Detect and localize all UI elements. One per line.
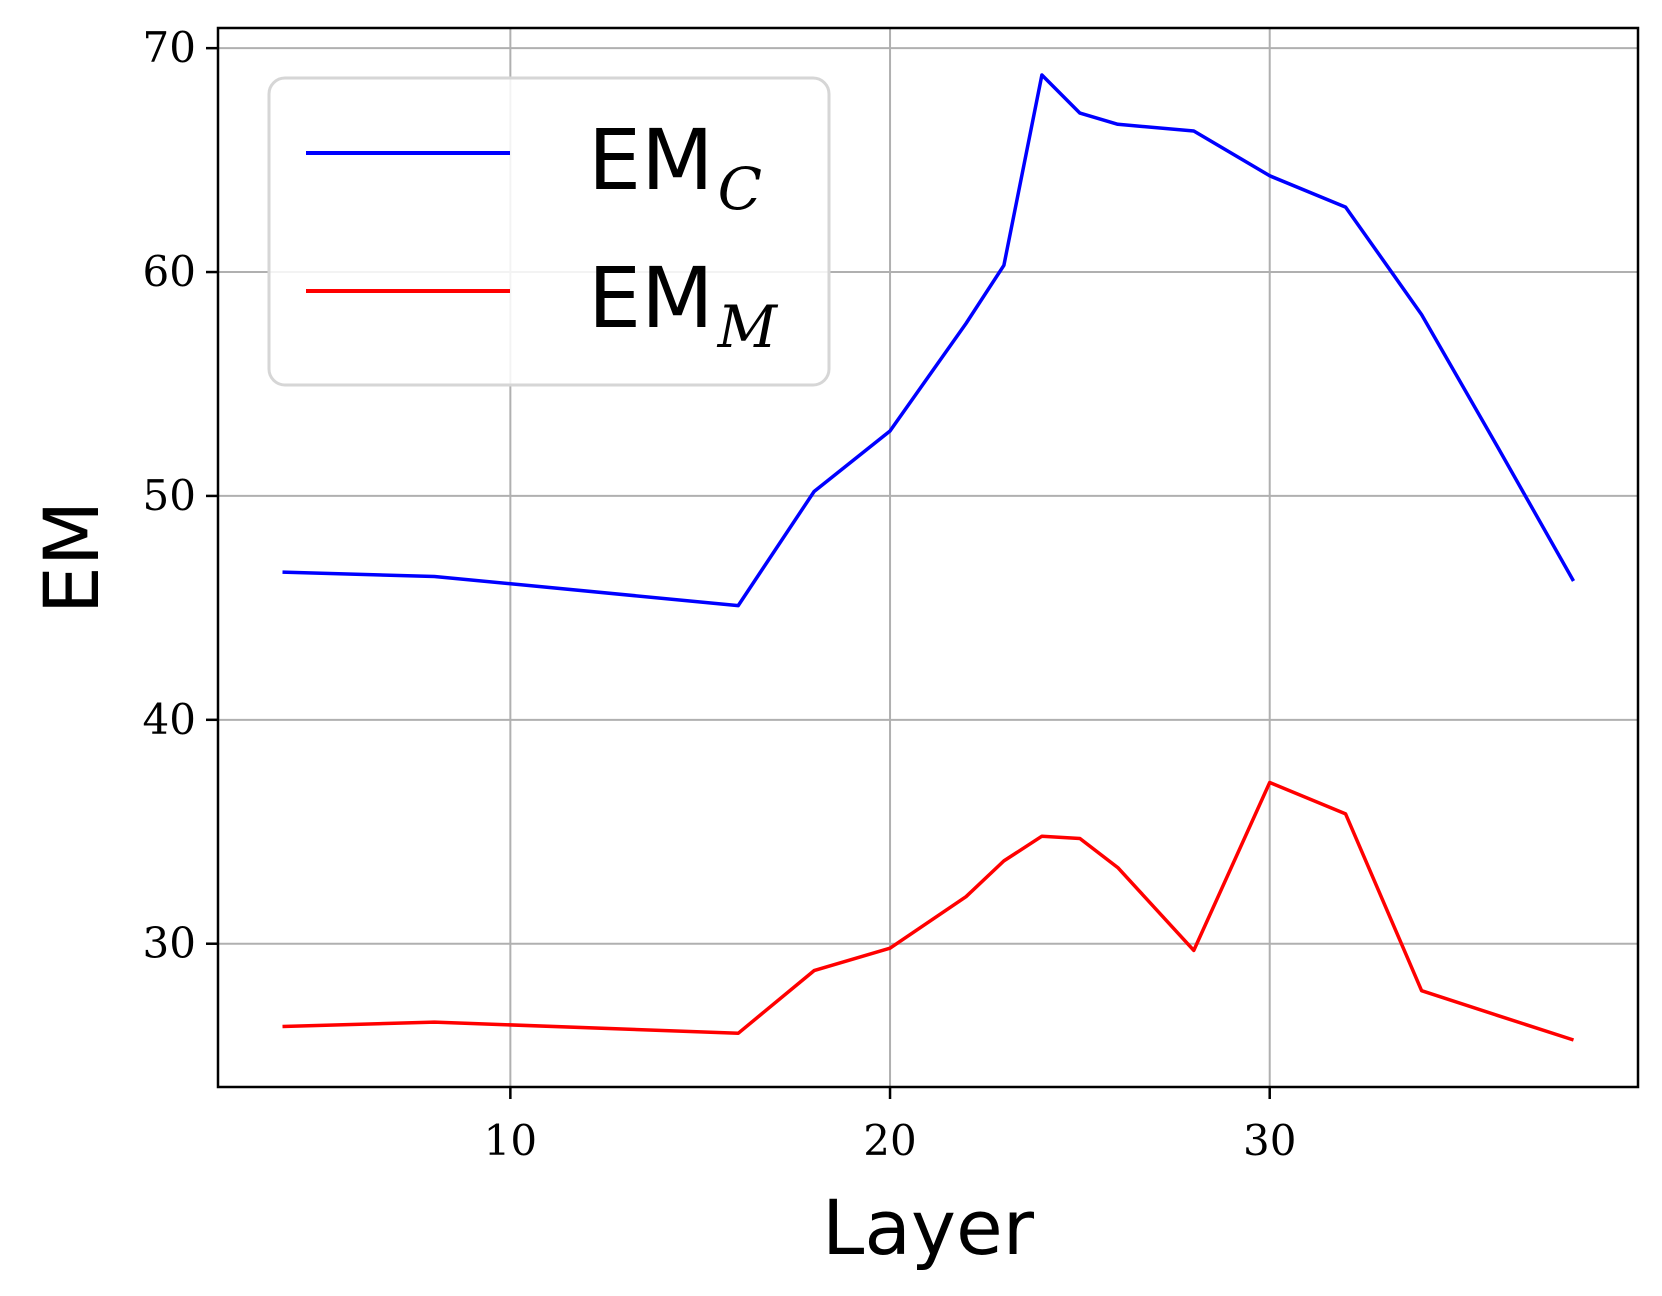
series-line-c [282, 73, 1576, 608]
y-tick-label-0: 30 [143, 919, 196, 968]
plot-area-frame [216, 26, 1640, 1089]
x-tick-label-0: 10 [484, 1116, 537, 1165]
x-axis-title: Layer [822, 1183, 1035, 1272]
y-axis-title: EM [27, 501, 116, 615]
legend-subscript-m: M [717, 293, 779, 361]
y-tick-label-4: 70 [143, 23, 196, 72]
legend: EMC EMM [267, 76, 831, 387]
series-layer [282, 73, 1576, 1042]
x-tick-label-1: 20 [863, 1116, 916, 1165]
series-line-m [282, 780, 1575, 1042]
axis-ticks: 10 20 30 30 40 50 60 70 [143, 23, 1297, 1165]
y-tick-label-2: 50 [143, 471, 196, 520]
y-tick-label-3: 60 [143, 247, 196, 296]
x-tick-label-2: 30 [1243, 1116, 1296, 1165]
legend-subscript-c: C [718, 155, 762, 223]
legend-label-m: EMM [588, 249, 779, 361]
y-tick-label-1: 40 [143, 695, 196, 744]
legend-label-c: EMC [588, 111, 762, 223]
